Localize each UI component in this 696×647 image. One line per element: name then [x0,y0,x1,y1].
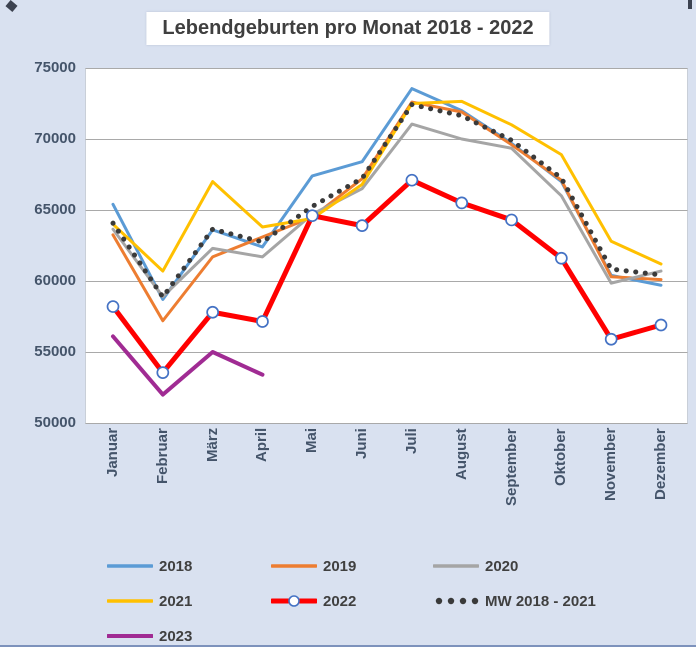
series-marker-2022 [256,315,269,328]
legend-item-2023: 2023 [107,627,192,645]
x-axis-label-August: August [452,428,470,480]
legend-item-2018: 2018 [107,557,192,575]
x-axis-label-November: November [602,428,620,502]
legend-swatch-2020 [433,564,479,568]
x-axis-label-März: März [203,428,221,463]
x-axis-label-Januar: Januar [104,428,121,478]
legend-label: 2023 [159,627,193,645]
series-line-2023 [111,334,265,397]
series-marker-2022 [305,209,319,223]
legend-swatch-2023 [107,634,153,638]
legend-label: 2021 [159,592,193,610]
legend-label: 2018 [159,557,193,575]
series-line-2020 [111,122,663,299]
gridlines [85,68,688,424]
series-marker-2022 [206,305,219,319]
y-axis-label: 50000 [34,414,76,431]
legend-label: 2019 [323,557,357,575]
x-axis-label-Mai: Mai [303,428,321,454]
series-marker-2022 [555,251,568,265]
y-axis-label: 65000 [34,201,76,218]
legend-item-2019: 2019 [271,557,356,575]
y-axis-label: 70000 [34,130,76,147]
x-axis-label-Juli: Juli [402,428,420,454]
y-axis-label: 75000 [34,59,76,76]
legend-swatch-2022 [271,595,317,607]
series-lines [106,87,668,397]
legend-swatch-2019 [271,564,317,568]
legend-swatch-2018 [107,564,153,568]
x-axis-label-Dezember: Dezember [651,428,669,500]
y-axis-label: 55000 [34,343,76,360]
series-line-2019 [111,100,663,323]
chart-title: Lebendgeburten pro Monat 2018 - 2022 [146,12,550,45]
series-marker-2022 [455,196,469,210]
series-marker-2022 [405,173,419,187]
legend-label: 2020 [485,557,519,575]
legend-swatch-2021 [107,599,153,603]
x-axis-label-Oktober: Oktober [552,428,570,486]
legend-item-2020: 2020 [433,557,518,575]
series-marker-2022 [654,318,668,332]
x-axis-label-April: April [253,428,271,463]
legend-swatch-MW2018-2021 [435,597,479,605]
legend-item-2021: 2021 [107,592,192,610]
artifact-mark [688,0,692,9]
series-marker-2022 [156,366,170,379]
series-marker-2022 [106,300,120,313]
y-axis-label: 60000 [34,272,76,289]
series-marker-2022 [355,219,369,232]
x-axis-label-Februar: Februar [153,428,171,484]
series-marker-2022 [604,332,618,346]
x-axis-label-September: September [502,428,520,506]
legend-label: MW 2018 - 2021 [485,592,596,610]
series-line-2022 [110,177,664,376]
legend-item-MW2018-2021: MW 2018 - 2021 [433,592,596,610]
legend-label: 2022 [323,592,357,610]
legend-item-2022: 2022 [271,592,356,610]
series-marker-2022 [505,213,518,227]
x-axis-label-Juni: Juni [353,428,371,459]
